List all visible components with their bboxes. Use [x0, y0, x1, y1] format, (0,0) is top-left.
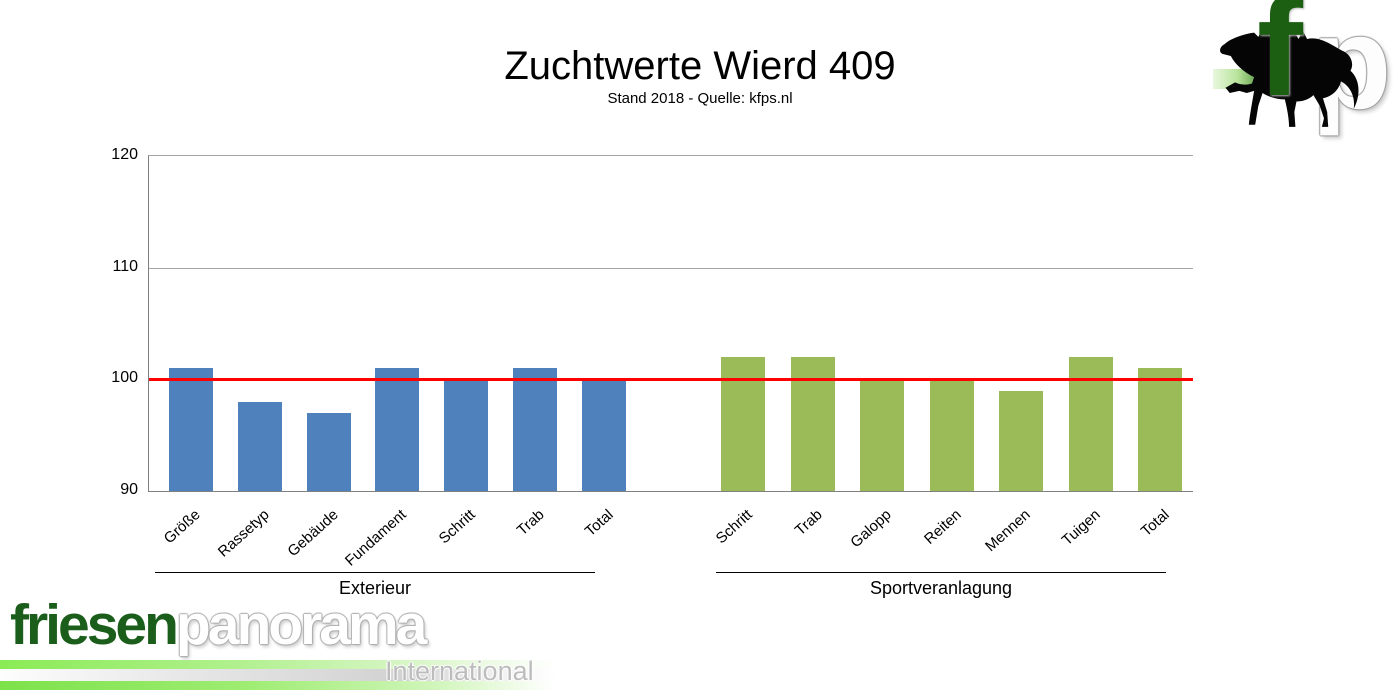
stripe-green-top — [0, 660, 556, 669]
x-axis-label: Tuigen — [1058, 506, 1104, 550]
wordmark-international: International — [385, 656, 534, 686]
group-caption-label: Sportveranlagung — [869, 578, 1013, 598]
bar-exterieur-größe — [169, 368, 213, 491]
x-axis-label: Trab — [791, 506, 826, 540]
bar-exterieur-rassetyp — [237, 401, 282, 491]
wordmark-panorama: panorama — [175, 593, 427, 657]
x-axis-label: Total — [1137, 506, 1173, 541]
x-axis-label: Reiten — [920, 506, 965, 548]
bar-sportveranlagung-tuigen — [1068, 357, 1113, 491]
stripe-white-mid — [0, 669, 556, 681]
friesenpanorama-stripes — [0, 660, 556, 690]
bar-exterieur-gebäude — [306, 412, 351, 491]
friesenpanorama-wordmark: friesenpanorama — [10, 593, 427, 657]
group-caption-exterieur: Exterieur — [155, 572, 595, 599]
friesenpanorama-logo: friesenpanorama International — [0, 593, 580, 700]
plot-area — [148, 155, 1193, 492]
y-tick-label: 90 — [120, 481, 138, 498]
x-axis-label: Schritt — [712, 506, 756, 548]
bar-exterieur-fundament — [375, 368, 420, 491]
group-caption-label: Exterieur — [338, 578, 412, 598]
bar-sportveranlagung-reiten — [929, 379, 974, 491]
bar-sportveranlagung-schritt — [721, 357, 765, 491]
bar-exterieur-trab — [513, 368, 557, 491]
bar-sportveranlagung-galopp — [860, 379, 904, 491]
bar-exterieur-schritt — [444, 379, 489, 491]
fp-logo: p f — [1213, 0, 1398, 133]
gridline-110 — [149, 267, 1193, 269]
reference-line-100 — [149, 378, 1193, 382]
bar-chart: 120 110 100 90 Größe Rassetyp Gebäude Fundamen… — [111, 146, 1193, 570]
y-tick-label: 100 — [111, 369, 138, 387]
chart-title: Zuchtwerte Wierd 409 — [504, 44, 896, 88]
horse-icon — [1220, 26, 1359, 127]
x-axis-label: Mennen — [982, 506, 1034, 556]
bar-sportveranlagung-total — [1138, 368, 1182, 491]
group-caption-sportveranlagung: Sportveranlagung — [716, 572, 1166, 599]
bar-sportveranlagung-trab — [790, 357, 835, 491]
x-axis-label: Galopp — [847, 506, 895, 552]
wordmark-friesen: friesen — [10, 593, 179, 657]
chart-subtitle: Stand 2018 - Quelle: kfps.nl — [607, 90, 793, 107]
y-tick-label: 110 — [112, 257, 138, 275]
stripe-green-bottom — [0, 681, 556, 690]
bar-exterieur-total — [581, 379, 626, 491]
bar-sportveranlagung-mennen — [999, 390, 1043, 491]
chart-header: Zuchtwerte Wierd 409 Stand 2018 - Quelle… — [0, 44, 1400, 107]
fp-logo-letter-f: f — [1257, 0, 1303, 125]
y-tick-label: 120 — [111, 146, 138, 163]
